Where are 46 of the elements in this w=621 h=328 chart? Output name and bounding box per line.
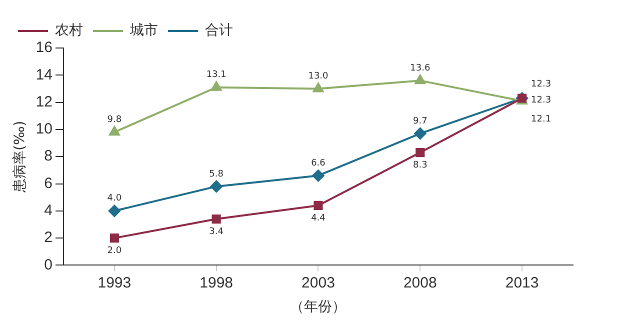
y-tick-label: 4 (44, 202, 52, 220)
data-label: 6.6 (311, 158, 326, 168)
point (110, 234, 119, 243)
x-tick-label: 2013 (505, 274, 539, 292)
y-tick-label: 16 (36, 39, 52, 56)
point (211, 81, 222, 91)
x-axis-title: （年份） (290, 299, 346, 316)
y-tick-label: 10 (36, 120, 52, 138)
x-tick-label: 1998 (200, 274, 234, 292)
data-label: 5.8 (209, 169, 224, 180)
data-label: 12.3 (531, 96, 552, 106)
x-tick-label: 2008 (403, 274, 437, 292)
point (416, 148, 425, 158)
point (109, 126, 120, 136)
x-tick-label: 2003 (302, 274, 335, 292)
data-label: 13.1 (206, 70, 226, 80)
y-axis-title: 患病率(‰) (12, 120, 28, 194)
data-label: 13.0 (308, 72, 329, 82)
point (414, 74, 426, 84)
data-label: 4.4 (311, 213, 326, 224)
point (212, 214, 221, 224)
point (210, 180, 222, 192)
y-tick-label: 6 (44, 174, 52, 192)
legend-label: 城市 (129, 22, 158, 39)
legend-label: 农村 (55, 22, 83, 39)
point (312, 82, 324, 92)
y-tick-label: 12 (36, 93, 52, 110)
data-label: 13.6 (410, 63, 430, 74)
y-tick-label: 0 (44, 256, 52, 274)
data-label: 9.7 (412, 116, 428, 126)
point (414, 128, 426, 140)
data-label: 4.0 (107, 194, 122, 204)
y-tick-label: 8 (44, 148, 52, 165)
legend-label: 合计 (205, 22, 233, 39)
data-label: 9.8 (107, 115, 122, 126)
point (108, 204, 120, 217)
data-label: 2.0 (107, 246, 122, 256)
data-label: 12.1 (531, 114, 552, 124)
x-tick-label: 1993 (98, 274, 132, 292)
data-label: 8.3 (412, 160, 428, 170)
data-label: 12.3 (531, 80, 552, 90)
y-tick-label: 14 (36, 66, 52, 84)
y-tick-label: 2 (44, 229, 52, 246)
point (314, 200, 323, 210)
data-label: 3.4 (209, 226, 224, 237)
point (312, 170, 324, 182)
